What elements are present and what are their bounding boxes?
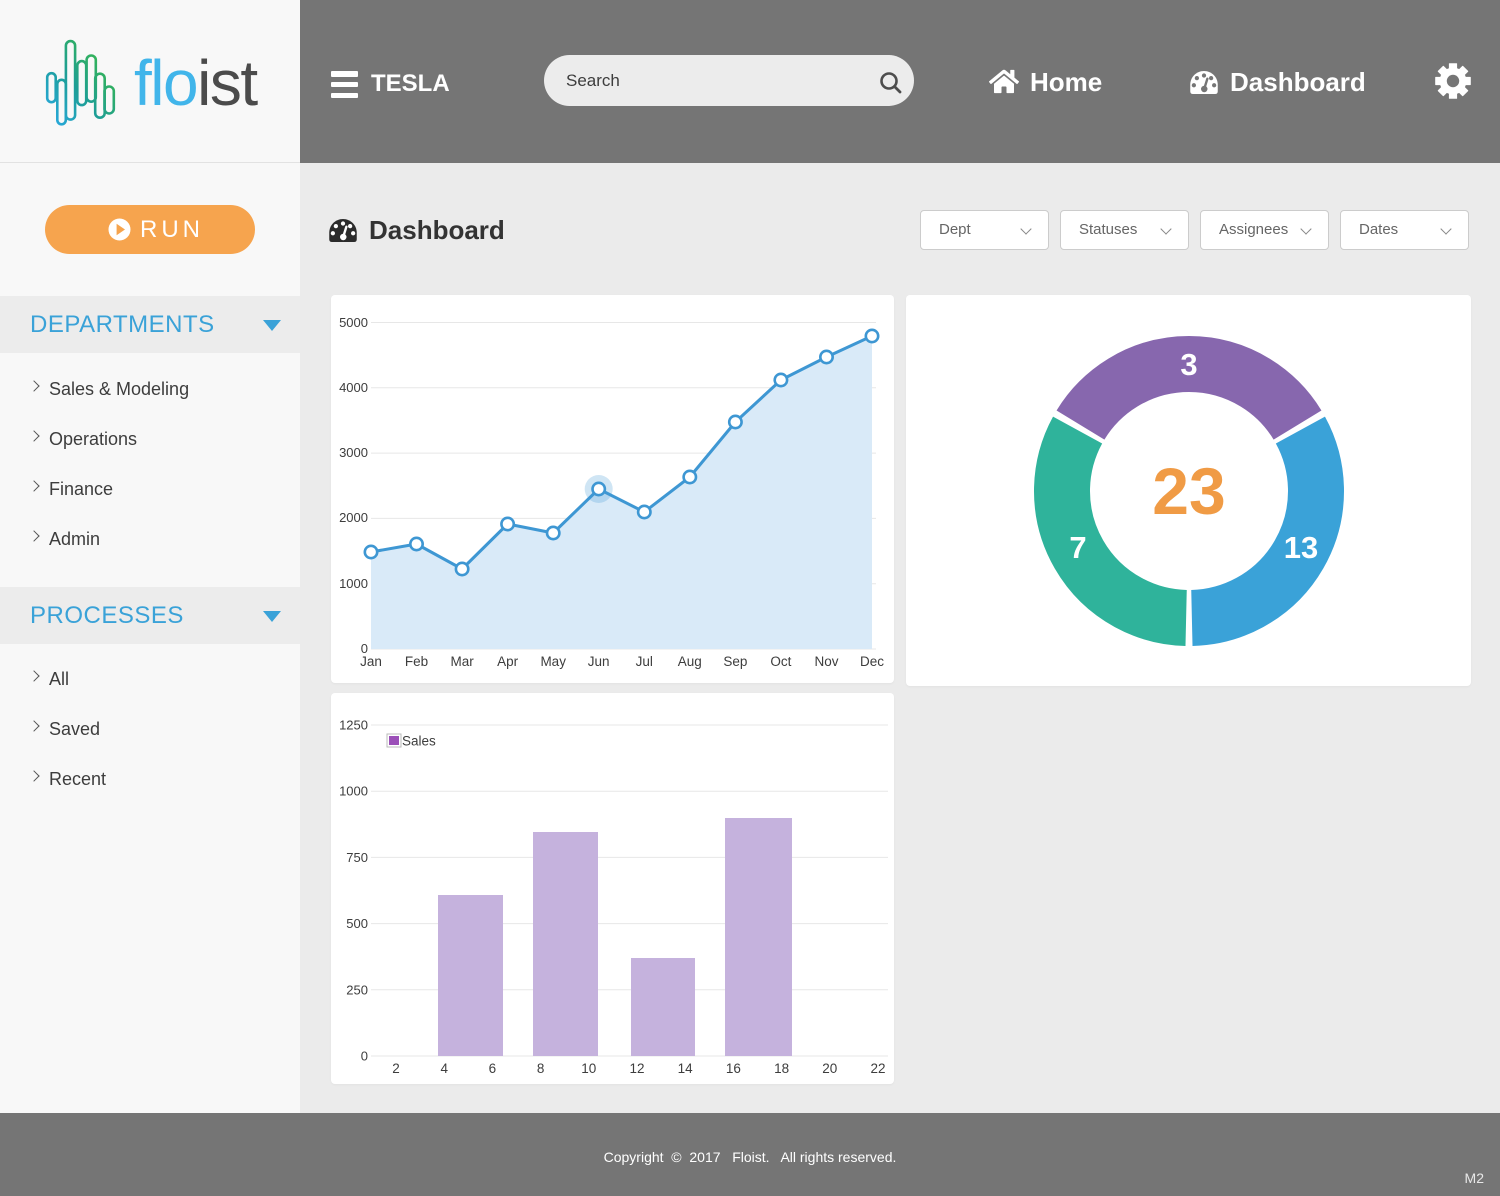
svg-text:3: 3	[1180, 347, 1197, 382]
svg-text:2: 2	[392, 1061, 400, 1076]
svg-text:8: 8	[537, 1061, 545, 1076]
svg-text:14: 14	[678, 1061, 694, 1076]
svg-text:4000: 4000	[339, 380, 368, 395]
svg-text:7: 7	[1069, 530, 1086, 565]
svg-text:Oct: Oct	[770, 654, 791, 669]
svg-text:20: 20	[822, 1061, 837, 1076]
svg-text:Apr: Apr	[497, 654, 519, 669]
svg-text:10: 10	[581, 1061, 596, 1076]
svg-text:May: May	[540, 654, 566, 669]
svg-text:Nov: Nov	[814, 654, 838, 669]
svg-text:6: 6	[489, 1061, 497, 1076]
svg-text:1000: 1000	[339, 784, 368, 799]
svg-text:Mar: Mar	[450, 654, 474, 669]
svg-text:250: 250	[346, 982, 368, 997]
svg-text:Jun: Jun	[588, 654, 610, 669]
svg-text:1000: 1000	[339, 576, 368, 591]
svg-text:16: 16	[726, 1061, 741, 1076]
svg-text:22: 22	[870, 1061, 885, 1076]
svg-text:Sep: Sep	[723, 654, 747, 669]
svg-text:5000: 5000	[339, 315, 368, 330]
svg-text:Jul: Jul	[636, 654, 653, 669]
svg-text:Dec: Dec	[860, 654, 884, 669]
svg-text:23: 23	[1152, 454, 1225, 528]
svg-text:13: 13	[1284, 530, 1318, 565]
svg-text:Aug: Aug	[678, 654, 702, 669]
svg-text:1250: 1250	[339, 718, 368, 733]
svg-text:750: 750	[346, 850, 368, 865]
svg-text:Sales: Sales	[402, 734, 436, 749]
svg-text:4: 4	[440, 1061, 448, 1076]
svg-text:3000: 3000	[339, 445, 368, 460]
svg-text:12: 12	[629, 1061, 644, 1076]
svg-text:2000: 2000	[339, 510, 368, 525]
svg-text:500: 500	[346, 916, 368, 931]
svg-text:18: 18	[774, 1061, 789, 1076]
svg-text:0: 0	[361, 641, 368, 656]
svg-text:Feb: Feb	[405, 654, 428, 669]
svg-text:0: 0	[361, 1049, 368, 1064]
svg-text:Jan: Jan	[360, 654, 382, 669]
